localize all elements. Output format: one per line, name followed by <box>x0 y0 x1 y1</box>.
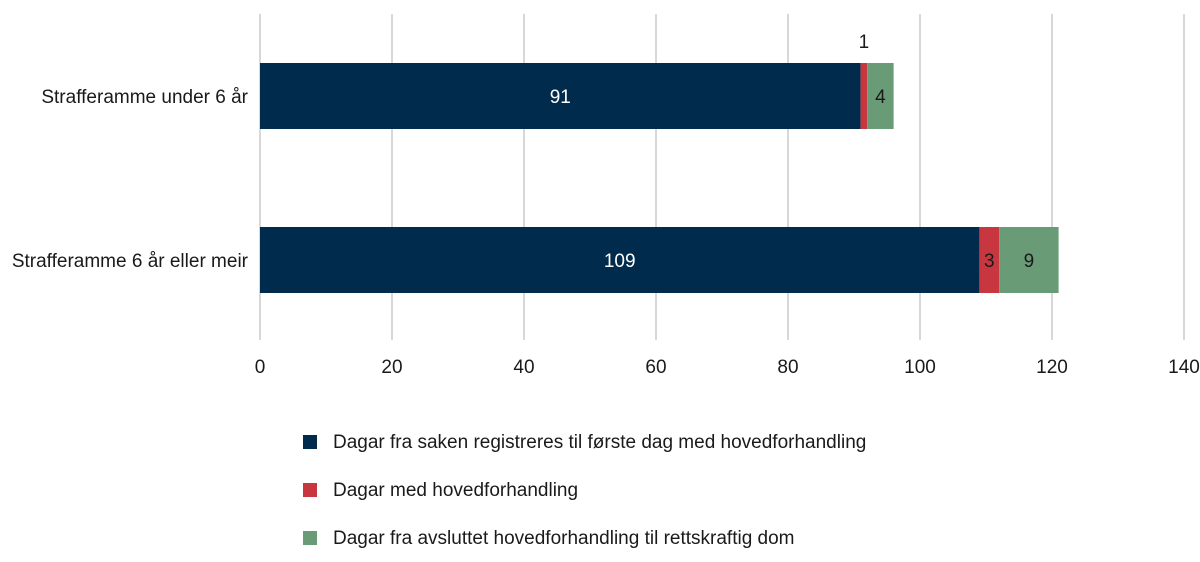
bar-segment <box>867 63 894 129</box>
category-labels: Strafferamme under 6 år Strafferamme 6 år… <box>12 87 249 272</box>
legend-item: Dagar fra saken registreres til første d… <box>303 418 866 466</box>
data-label: 3 <box>984 251 995 272</box>
bars <box>260 63 1059 293</box>
x-axis-ticks: 0 20 40 60 80 100 120 140 <box>255 357 1200 378</box>
category-label: Strafferamme under 6 år <box>41 87 248 108</box>
legend-item: Dagar fra avsluttet hovedforhandling til… <box>303 514 866 562</box>
x-tick-label: 20 <box>381 357 402 378</box>
legend-label: Dagar fra saken registreres til første d… <box>333 431 867 453</box>
data-label: 109 <box>604 251 636 272</box>
data-label: 1 <box>859 32 870 53</box>
x-tick-label: 40 <box>513 357 534 378</box>
x-tick-label: 60 <box>645 357 666 378</box>
bar-segment <box>260 63 861 129</box>
legend-item: Dagar med hovedforhandling <box>303 466 866 514</box>
x-tick-label: 100 <box>904 357 936 378</box>
legend-label: Dagar fra avsluttet hovedforhandling til… <box>333 527 795 549</box>
data-label: 4 <box>875 87 886 108</box>
bar-segment <box>860 63 868 129</box>
legend-swatch-green <box>303 531 317 545</box>
x-tick-label: 140 <box>1168 357 1200 378</box>
legend-swatch-red <box>303 483 317 497</box>
bar-segment <box>260 227 980 293</box>
bar-segment <box>979 227 1000 293</box>
bar-segment <box>999 227 1059 293</box>
legend-label: Dagar med hovedforhandling <box>333 479 579 501</box>
x-tick-label: 0 <box>255 357 266 378</box>
category-label: Strafferamme 6 år eller meir <box>12 251 249 272</box>
legend: Dagar fra saken registreres til første d… <box>303 418 866 562</box>
data-label: 9 <box>1024 251 1035 272</box>
data-label: 91 <box>550 87 571 108</box>
x-tick-label: 120 <box>1036 357 1068 378</box>
legend-swatch-dark-blue <box>303 435 317 449</box>
data-labels: 91 1 4 109 3 9 <box>550 32 1034 272</box>
x-tick-label: 80 <box>777 357 798 378</box>
